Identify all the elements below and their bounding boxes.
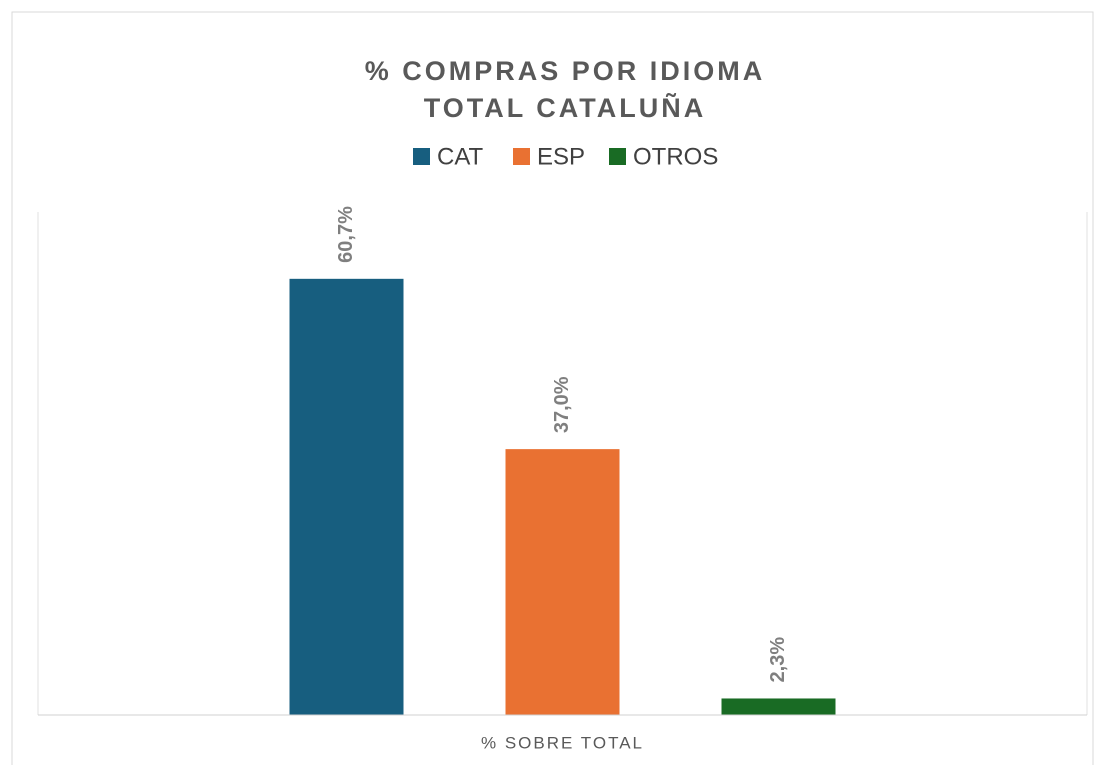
x-tick-label: % SOBRE TOTAL xyxy=(481,733,644,752)
legend-swatch xyxy=(609,148,626,165)
legend-label: OTROS xyxy=(633,143,718,170)
bar xyxy=(721,698,836,715)
bar xyxy=(289,278,404,715)
legend-label: ESP xyxy=(537,143,585,170)
chart-title: TOTAL CATALUÑA xyxy=(424,92,706,123)
legend-swatch xyxy=(513,148,530,165)
chart-title: % COMPRAS POR IDIOMA xyxy=(365,56,766,86)
data-label: 2,3% xyxy=(767,637,789,683)
bar xyxy=(505,449,620,715)
data-label: 37,0% xyxy=(551,376,573,433)
data-label: 60,7% xyxy=(335,206,357,263)
legend-swatch xyxy=(413,148,430,165)
legend-label: CAT xyxy=(437,143,484,170)
